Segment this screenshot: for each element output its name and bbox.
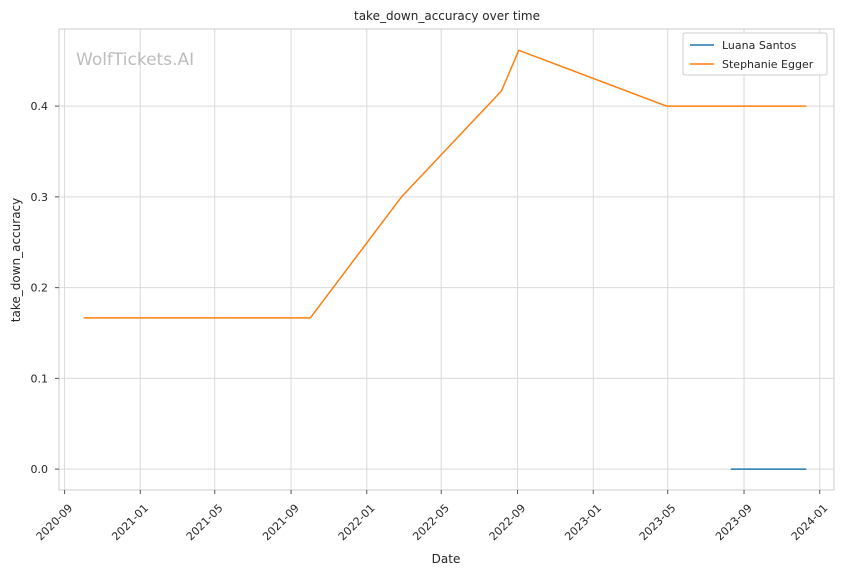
x-axis-title: Date: [432, 552, 461, 566]
legend: Luana Santos Stephanie Egger: [682, 32, 828, 76]
chart-title: take_down_accuracy over time: [354, 9, 540, 23]
y-axis-title: take_down_accuracy: [9, 198, 23, 322]
y-tick-label: 0.3: [31, 191, 49, 204]
y-tick-label: 0.4: [31, 100, 49, 113]
y-tick-label: 0.1: [31, 372, 49, 385]
series-line-stephanie-egger: [83, 49, 807, 319]
series-lines: [83, 49, 807, 470]
y-tick-label: 0.0: [31, 463, 49, 476]
watermark: WolfTickets.AI: [76, 50, 194, 70]
legend-label: Luana Santos: [722, 39, 797, 52]
y-tick-label: 0.2: [31, 282, 49, 295]
y-axis-ticks: 0.0 0.1 0.2 0.3 0.4: [31, 100, 59, 476]
plot-frame: [58, 28, 835, 491]
legend-label: Stephanie Egger: [722, 58, 814, 71]
legend-box: [682, 32, 828, 76]
